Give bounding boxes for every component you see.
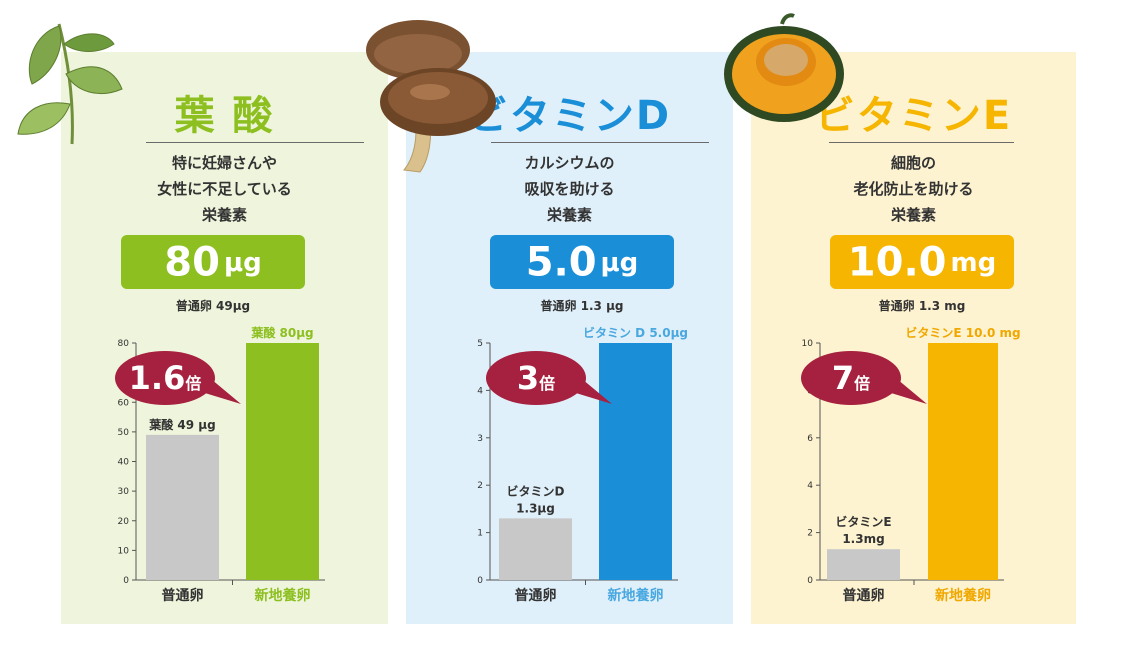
y-tick-label: 10 xyxy=(118,546,130,556)
description-line: 老化防止を助ける xyxy=(853,180,974,198)
description-line: 細胞の xyxy=(890,154,936,172)
y-tick-label: 40 xyxy=(118,458,130,468)
category-label: 普通卵 xyxy=(843,587,885,604)
description-line: 特に妊婦さんや xyxy=(171,154,277,172)
ratio-label: 3倍 xyxy=(517,359,555,397)
bubble-shape xyxy=(486,351,586,405)
panel-folic-acid: 葉 酸 特に妊婦さんや 女性に不足している 栄養素 80 μg 普通卵 49μg … xyxy=(61,52,388,624)
y-tick-label: 30 xyxy=(118,487,130,497)
category-label: 新地養卵 xyxy=(608,587,664,604)
bar xyxy=(499,518,572,580)
description: カルシウムの 吸収を助ける 栄養素 xyxy=(406,150,733,228)
y-tick-label: 0 xyxy=(477,576,483,586)
panel-title: 葉 酸 xyxy=(174,93,275,139)
description-line: 栄養素 xyxy=(201,206,247,224)
bubble-tail xyxy=(195,374,241,404)
panel-vitamin-e: ビタミンE 細胞の 老化防止を助ける 栄養素 10.0 mg 普通卵 1.3 mg… xyxy=(751,52,1076,624)
title-divider xyxy=(829,142,1014,143)
y-tick-label: 2 xyxy=(807,529,813,539)
bar xyxy=(246,343,319,580)
data-label: 1.3μg xyxy=(516,501,555,515)
description: 細胞の 老化防止を助ける 栄養素 xyxy=(751,150,1076,228)
bubble-tail xyxy=(566,374,612,404)
bar xyxy=(827,549,900,580)
ratio-number: 1.6 xyxy=(129,359,186,397)
amount-badge: 10.0 mg xyxy=(830,235,1014,289)
y-tick-label: 2 xyxy=(477,481,483,491)
amount-unit: μg xyxy=(600,247,639,278)
data-label: ビタミンE xyxy=(835,514,891,529)
bubble-shape xyxy=(115,351,215,405)
category-label: 新地養卵 xyxy=(255,587,311,604)
amount-value: 10.0 xyxy=(847,239,947,286)
data-label: ビタミンD xyxy=(507,483,565,498)
panel-title: ビタミンD xyxy=(467,93,672,139)
amount-value: 80 xyxy=(164,239,220,286)
bubble-shape xyxy=(801,351,901,405)
category-label: 新地養卵 xyxy=(935,587,991,604)
ratio-number: 3 xyxy=(517,359,539,397)
amount-unit: μg xyxy=(223,247,262,278)
amount-badge: 5.0 μg xyxy=(490,235,674,289)
ratio-bubble: 1.6倍 xyxy=(115,351,241,405)
category-label: 普通卵 xyxy=(162,587,204,604)
ratio-suffix: 倍 xyxy=(539,374,555,393)
panel-title: ビタミンE xyxy=(814,93,1013,139)
data-label: ビタミン D 5.0μg xyxy=(583,325,688,340)
bar xyxy=(599,343,672,580)
description-line: 吸収を助ける xyxy=(524,180,615,198)
pumpkin-icon xyxy=(724,13,844,122)
y-tick-label: 4 xyxy=(807,481,813,491)
normal-egg-note: 普通卵 49μg xyxy=(175,299,251,313)
ratio-suffix: 倍 xyxy=(854,374,870,393)
bar xyxy=(146,434,219,580)
bar xyxy=(928,343,998,580)
ratio-bubble: 3倍 xyxy=(486,351,612,405)
y-tick-label: 20 xyxy=(118,517,130,527)
data-label: 葉酸 49 μg xyxy=(148,417,215,432)
description-line: カルシウムの xyxy=(524,154,615,172)
ratio-label: 7倍 xyxy=(832,359,870,397)
bubble-tail xyxy=(881,374,927,404)
y-tick-label: 80 xyxy=(118,339,130,349)
y-tick-label: 4 xyxy=(477,386,483,396)
description-line: 栄養素 xyxy=(890,206,936,224)
data-label: 1.3mg xyxy=(842,532,884,546)
y-tick-label: 10 xyxy=(802,339,814,349)
data-label: 葉酸 80μg xyxy=(250,325,313,340)
ratio-label: 1.6倍 xyxy=(129,359,202,397)
ratio-number: 7 xyxy=(832,359,854,397)
y-tick-label: 6 xyxy=(807,434,813,444)
title-divider xyxy=(491,142,709,143)
y-tick-label: 5 xyxy=(477,339,483,349)
category-label: 普通卵 xyxy=(515,587,557,604)
ratio-suffix: 倍 xyxy=(185,374,201,393)
normal-egg-note: 普通卵 1.3 μg xyxy=(540,299,624,313)
panel-vitamin-d: ビタミンD カルシウムの 吸収を助ける 栄養素 5.0 μg 普通卵 1.3 μg… xyxy=(406,52,733,624)
y-tick-label: 60 xyxy=(118,398,130,408)
y-tick-label: 3 xyxy=(477,434,483,444)
description-line: 栄養素 xyxy=(546,206,592,224)
amount-badge: 80 μg xyxy=(121,235,305,289)
data-label: ビタミンE 10.0 mg xyxy=(905,325,1020,340)
ratio-bubble: 7倍 xyxy=(801,351,927,405)
y-tick-label: 1 xyxy=(477,529,483,539)
description: 特に妊婦さんや 女性に不足している 栄養素 xyxy=(61,150,388,228)
leaf-icon xyxy=(17,23,123,145)
amount-value: 5.0 xyxy=(525,239,597,286)
y-tick-label: 0 xyxy=(123,576,129,586)
shiitake-mushroom-icon xyxy=(366,20,496,173)
description-line: 女性に不足している xyxy=(157,180,292,198)
y-tick-label: 0 xyxy=(807,576,813,586)
normal-egg-note: 普通卵 1.3 mg xyxy=(878,299,966,313)
y-tick-label: 50 xyxy=(118,428,130,438)
amount-unit: mg xyxy=(950,247,997,278)
title-divider xyxy=(146,142,364,143)
